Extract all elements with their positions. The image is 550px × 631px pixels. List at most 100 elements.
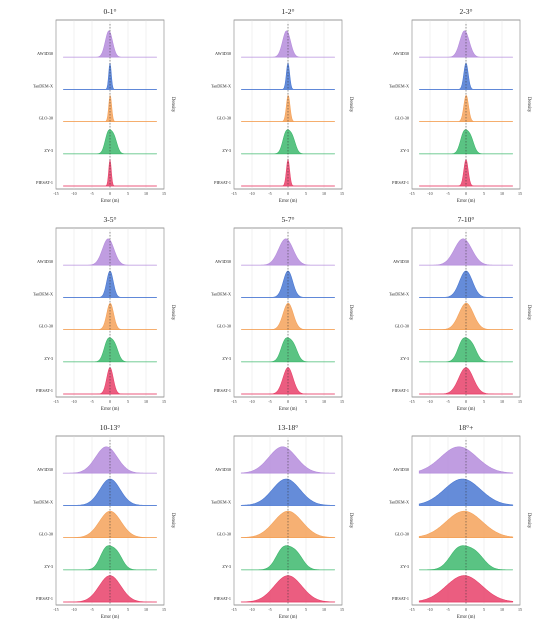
category-label: PIESAT-1 <box>214 388 231 393</box>
x-axis-label: Error (m) <box>101 615 120 620</box>
y-axis-label: Density <box>526 305 531 321</box>
category-label: GLO-30 <box>217 324 231 329</box>
chart-panel-8: 13-18° AW3D30 TanDEM-X GLO-30 ZY-3 PIESAT-1 -1… <box>211 423 353 620</box>
x-tick-label: -10 <box>249 191 254 196</box>
x-axis-label: Error (m) <box>279 199 298 204</box>
category-label: PIESAT-1 <box>392 388 409 393</box>
x-tick-label: 5 <box>305 399 307 404</box>
category-label: TanDEM-X <box>33 291 53 296</box>
x-tick-label: 10 <box>322 399 326 404</box>
x-tick-label: 15 <box>518 399 522 404</box>
ridge-aw3d30 <box>418 446 514 474</box>
x-tick-label: -10 <box>71 607 76 612</box>
category-label: GLO-30 <box>39 532 53 537</box>
y-axis-label: Density <box>170 97 175 113</box>
category-label: PIESAT-1 <box>214 596 231 601</box>
chart-title: 2-3° <box>460 7 473 16</box>
x-tick-label: -15 <box>53 399 58 404</box>
x-tick-label: -5 <box>446 607 449 612</box>
x-tick-label: -10 <box>427 191 432 196</box>
x-tick-label: 15 <box>162 607 166 612</box>
x-tick-label: -5 <box>446 191 449 196</box>
category-label: ZY-3 <box>222 564 231 569</box>
x-tick-label: -10 <box>249 399 254 404</box>
ridge-aw3d30 <box>63 30 157 58</box>
ridge-aw3d30 <box>419 238 513 266</box>
category-label: ZY-3 <box>400 564 409 569</box>
category-label: GLO-30 <box>39 324 53 329</box>
x-tick-label: 5 <box>305 191 307 196</box>
x-tick-label: 15 <box>518 191 522 196</box>
x-tick-label: -15 <box>53 607 58 612</box>
x-tick-label: 0 <box>465 191 467 196</box>
chart-title: 3-5° <box>104 215 117 224</box>
x-tick-label: 0 <box>465 399 467 404</box>
x-tick-label: 10 <box>500 191 504 196</box>
x-axis-label: Error (m) <box>279 407 298 412</box>
category-label: PIESAT-1 <box>36 180 53 185</box>
x-axis-label: Error (m) <box>101 199 120 204</box>
x-tick-label: 0 <box>109 607 111 612</box>
ridge-piesat-1 <box>240 575 336 603</box>
category-label: TanDEM-X <box>211 291 231 296</box>
chart-panel-6: 7-10° AW3D30 TanDEM-X GLO-30 ZY-3 PIESAT-1 -15… <box>389 215 531 412</box>
chart-panel-9: 18°+ AW3D30 TanDEM-X GLO-30 ZY-3 PIESAT-1 -15 -… <box>389 423 531 620</box>
category-label: AW3D30 <box>37 467 53 472</box>
x-tick-label: -5 <box>268 399 271 404</box>
y-axis-label: Density <box>348 97 353 113</box>
chart-title: 1-2° <box>282 7 295 16</box>
category-label: AW3D30 <box>37 259 53 264</box>
x-tick-label: 10 <box>144 191 148 196</box>
x-tick-label: -15 <box>53 191 58 196</box>
x-tick-label: -15 <box>409 399 414 404</box>
category-label: ZY-3 <box>400 356 409 361</box>
ridge-aw3d30 <box>63 238 157 266</box>
x-tick-label: -5 <box>90 607 93 612</box>
x-tick-label: -5 <box>90 399 93 404</box>
category-label: AW3D30 <box>215 51 231 56</box>
x-tick-label: 0 <box>287 607 289 612</box>
y-axis-label: Density <box>170 305 175 321</box>
category-label: GLO-30 <box>395 532 409 537</box>
chart-title: 18°+ <box>459 423 474 432</box>
category-label: GLO-30 <box>39 116 53 121</box>
x-tick-label: 10 <box>500 399 504 404</box>
category-label: TanDEM-X <box>389 291 409 296</box>
x-tick-label: 5 <box>127 191 129 196</box>
x-tick-label: -5 <box>268 607 271 612</box>
chart-title: 13-18° <box>278 423 299 432</box>
ridge-piesat-1 <box>63 159 157 187</box>
category-label: ZY-3 <box>222 356 231 361</box>
y-axis-label: Density <box>526 513 531 529</box>
chart-panel-2: 1-2° AW3D30 TanDEM-X GLO-30 ZY-3 PIESAT-1 -15 -… <box>211 7 353 204</box>
ridge-aw3d30 <box>419 30 513 58</box>
x-tick-label: -15 <box>231 399 236 404</box>
y-axis-label: Density <box>170 513 175 529</box>
y-axis-label: Density <box>526 97 531 113</box>
category-label: ZY-3 <box>44 564 53 569</box>
category-label: ZY-3 <box>44 148 53 153</box>
category-label: GLO-30 <box>217 532 231 537</box>
category-label: PIESAT-1 <box>214 180 231 185</box>
category-label: ZY-3 <box>222 148 231 153</box>
chart-panel-5: 5-7° AW3D30 TanDEM-X GLO-30 ZY-3 PIESAT-1 -15 -… <box>211 215 353 412</box>
x-tick-label: -5 <box>446 399 449 404</box>
category-label: AW3D30 <box>215 259 231 264</box>
x-tick-label: -5 <box>90 191 93 196</box>
category-label: PIESAT-1 <box>392 596 409 601</box>
category-label: GLO-30 <box>395 324 409 329</box>
ridge-piesat-1 <box>419 158 513 187</box>
category-label: PIESAT-1 <box>36 596 53 601</box>
category-label: AW3D30 <box>37 51 53 56</box>
ridge-piesat-1 <box>241 367 335 395</box>
x-tick-label: -10 <box>427 399 432 404</box>
category-label: AW3D30 <box>393 467 409 472</box>
x-tick-label: -15 <box>409 191 414 196</box>
ridge-piesat-1 <box>419 367 513 395</box>
category-label: TanDEM-X <box>389 499 409 504</box>
ridge-aw3d30 <box>62 446 157 474</box>
category-label: TanDEM-X <box>211 83 231 88</box>
x-tick-label: 10 <box>322 191 326 196</box>
x-tick-label: 5 <box>483 191 485 196</box>
